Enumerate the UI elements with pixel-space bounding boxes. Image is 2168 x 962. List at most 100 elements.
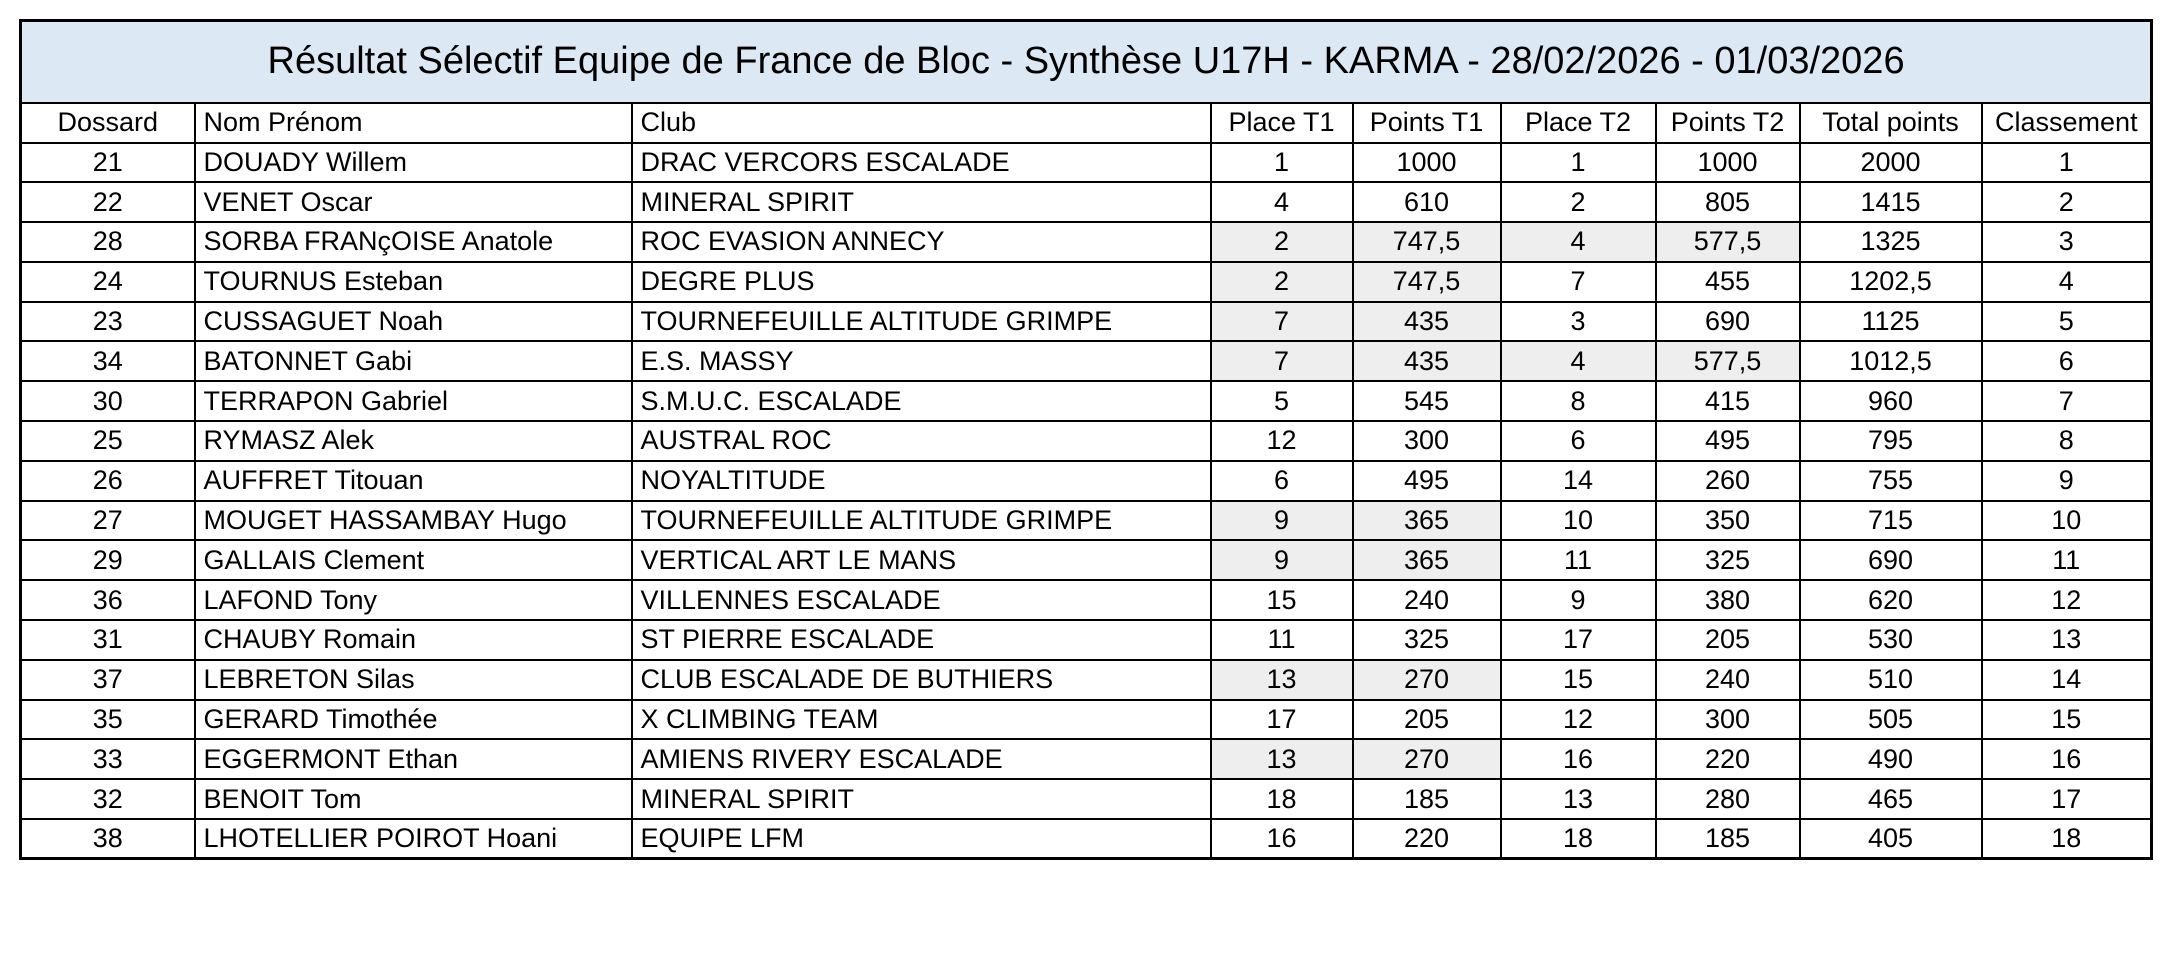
table-row: 33 EGGERMONT Ethan AMIENS RIVERY ESCALADE 1… (19, 738, 2153, 781)
cell-classement: 17 (1980, 778, 2153, 821)
cell-total: 960 (1798, 380, 1983, 423)
cell-dossard: 37 (19, 658, 196, 701)
results-sheet: Résultat Sélectif Equipe de France de Bl… (19, 19, 2154, 861)
cell-points_t2: 495 (1654, 420, 1801, 462)
table-row: 30 TERRAPON Gabriel S.M.U.C. ESCALADE 5 545 8… (19, 380, 2153, 423)
table-row: 23 CUSSAGUET Noah TOURNEFEUILLE ALTITUDE G… (19, 300, 2153, 343)
cell-points_t1: 205 (1351, 698, 1502, 741)
table-row: 36 LAFOND Tony VILLENNES ESCALADE 15 240 9 380… (19, 579, 2153, 622)
cell-classement: 9 (1980, 459, 2153, 502)
cell-club: TOURNEFEUILLE ALTITUDE GRIMPE (630, 499, 1212, 542)
table-row: 24 TOURNUS Esteban DEGRE PLUS 2 747,5 7 455 120… (19, 260, 2153, 303)
cell-nom: TOURNUS Esteban (193, 260, 633, 303)
cell-dossard: 34 (19, 340, 196, 383)
cell-place_t1: 4 (1209, 181, 1354, 224)
cell-club: VERTICAL ART LE MANS (630, 539, 1212, 582)
table-row: 38 LHOTELLIER POIROT Hoani EQUIPE LFM 16 220… (19, 818, 2153, 860)
cell-classement: 10 (1980, 499, 2153, 542)
cell-dossard: 24 (19, 260, 196, 303)
cell-club: MINERAL SPIRIT (630, 181, 1212, 224)
cell-nom: LEBRETON Silas (193, 658, 633, 701)
cell-classement: 8 (1980, 420, 2153, 462)
cell-nom: CUSSAGUET Noah (193, 300, 633, 343)
cell-classement: 11 (1980, 539, 2153, 582)
cell-total: 690 (1798, 539, 1983, 582)
cell-nom: GERARD Timothée (193, 698, 633, 741)
cell-points_t2: 185 (1654, 818, 1801, 860)
cell-classement: 4 (1980, 260, 2153, 303)
cell-nom: RYMASZ Alek (193, 420, 633, 462)
cell-place_t2: 7 (1499, 260, 1657, 303)
cell-place_t2: 1 (1499, 141, 1657, 184)
cell-club: TOURNEFEUILLE ALTITUDE GRIMPE (630, 300, 1212, 343)
cell-total: 1202,5 (1798, 260, 1983, 303)
table-row: 22 VENET Oscar MINERAL SPIRIT 4 610 2 805 1415 2 (19, 181, 2153, 224)
cell-club: DRAC VERCORS ESCALADE (630, 141, 1212, 184)
sheet-title: Résultat Sélectif Equipe de France de Bl… (19, 19, 2153, 104)
cell-total: 2000 (1798, 141, 1983, 184)
cell-dossard: 33 (19, 738, 196, 781)
cell-classement: 14 (1980, 658, 2153, 701)
cell-points_t1: 185 (1351, 778, 1502, 821)
cell-place_t1: 9 (1209, 499, 1354, 542)
cell-points_t1: 325 (1351, 619, 1502, 661)
cell-place_t1: 17 (1209, 698, 1354, 741)
cell-place_t2: 18 (1499, 818, 1657, 860)
cell-total: 1415 (1798, 181, 1983, 224)
cell-club: AUSTRAL ROC (630, 420, 1212, 462)
cell-nom: SORBA FRANçOISE Anatole (193, 221, 633, 263)
cell-club: NOYALTITUDE (630, 459, 1212, 502)
cell-place_t1: 2 (1209, 221, 1354, 263)
cell-points_t1: 545 (1351, 380, 1502, 423)
cell-club: X CLIMBING TEAM (630, 698, 1212, 741)
cell-classement: 3 (1980, 221, 2153, 263)
cell-place_t1: 2 (1209, 260, 1354, 303)
cell-place_t1: 12 (1209, 420, 1354, 462)
cell-points_t1: 435 (1351, 340, 1502, 383)
cell-dossard: 22 (19, 181, 196, 224)
table-row: 35 GERARD Timothée X CLIMBING TEAM 17 205 12 3… (19, 698, 2153, 741)
cell-place_t1: 6 (1209, 459, 1354, 502)
cell-nom: VENET Oscar (193, 181, 633, 224)
cell-place_t2: 14 (1499, 459, 1657, 502)
cell-points_t2: 205 (1654, 619, 1801, 661)
cell-classement: 16 (1980, 738, 2153, 781)
cell-dossard: 27 (19, 499, 196, 542)
cell-total: 505 (1798, 698, 1983, 741)
column-header-classement: Classement (1980, 101, 2153, 144)
cell-place_t1: 13 (1209, 738, 1354, 781)
cell-place_t1: 9 (1209, 539, 1354, 582)
cell-place_t2: 17 (1499, 619, 1657, 661)
table-row: 32 BENOIT Tom MINERAL SPIRIT 18 185 13 280 465 1… (19, 778, 2153, 821)
table-row: 28 SORBA FRANçOISE Anatole ROC EVASION ANN… (19, 221, 2153, 263)
cell-dossard: 25 (19, 420, 196, 462)
cell-nom: DOUADY Willem (193, 141, 633, 184)
column-header-place_t1: Place T1 (1209, 101, 1354, 144)
cell-points_t2: 350 (1654, 499, 1801, 542)
cell-dossard: 28 (19, 221, 196, 263)
cell-nom: AUFFRET Titouan (193, 459, 633, 502)
cell-points_t1: 240 (1351, 579, 1502, 622)
cell-club: MINERAL SPIRIT (630, 778, 1212, 821)
cell-points_t1: 747,5 (1351, 221, 1502, 263)
cell-club: VILLENNES ESCALADE (630, 579, 1212, 622)
cell-dossard: 26 (19, 459, 196, 502)
cell-points_t1: 435 (1351, 300, 1502, 343)
cell-points_t1: 270 (1351, 738, 1502, 781)
column-header-place_t2: Place T2 (1499, 101, 1657, 144)
cell-club: DEGRE PLUS (630, 260, 1212, 303)
cell-place_t2: 15 (1499, 658, 1657, 701)
cell-classement: 2 (1980, 181, 2153, 224)
title-row: Résultat Sélectif Equipe de France de Bl… (19, 19, 2153, 104)
cell-dossard: 30 (19, 380, 196, 423)
cell-club: AMIENS RIVERY ESCALADE (630, 738, 1212, 781)
cell-place_t1: 16 (1209, 818, 1354, 860)
cell-points_t1: 610 (1351, 181, 1502, 224)
cell-nom: LAFOND Tony (193, 579, 633, 622)
cell-dossard: 38 (19, 818, 196, 860)
cell-total: 1325 (1798, 221, 1983, 263)
cell-total: 1012,5 (1798, 340, 1983, 383)
column-header-nom: Nom Prénom (193, 101, 633, 144)
cell-nom: BATONNET Gabi (193, 340, 633, 383)
cell-classement: 12 (1980, 579, 2153, 622)
